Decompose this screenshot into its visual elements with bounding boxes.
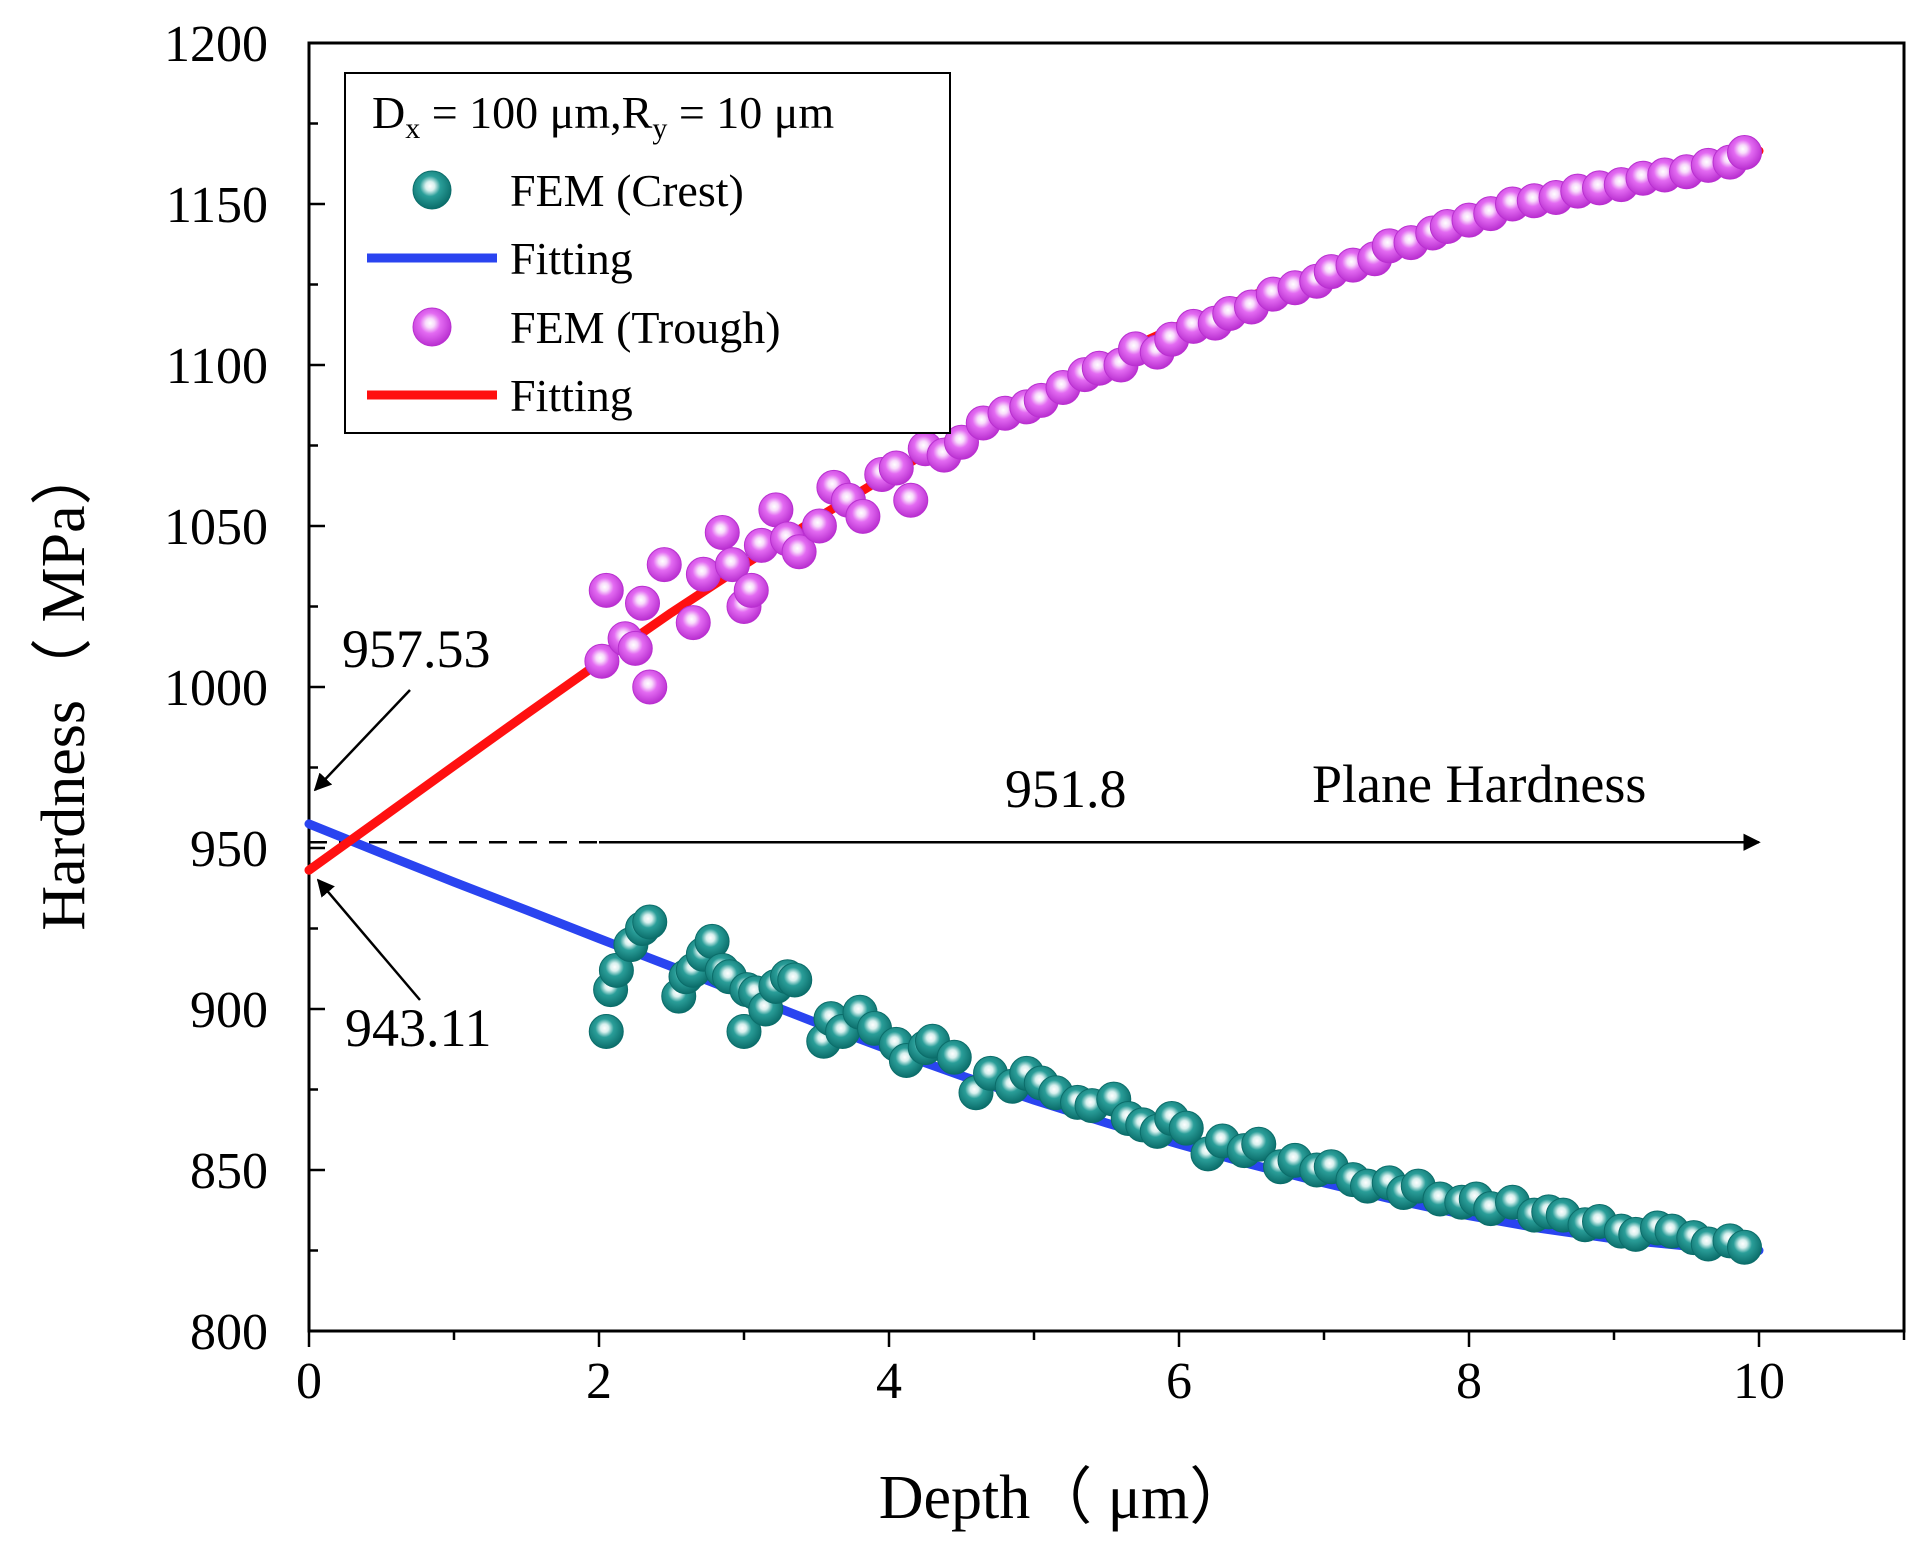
trough-data-point <box>714 547 750 583</box>
trough-data-point <box>632 669 668 705</box>
annotation-plane-hardness: Plane Hardness <box>1312 754 1646 814</box>
trough-data-point <box>1727 134 1762 170</box>
x-tick-label: 0 <box>296 1353 322 1410</box>
annotation-957-53-arrow <box>313 689 411 792</box>
legend-title-end: = 10 μm <box>667 87 834 138</box>
crest-data-point <box>777 962 813 998</box>
legend-label-trough: FEM (Trough) <box>510 302 781 353</box>
legend-box <box>344 72 951 434</box>
annotation-957-53: 957.53 <box>342 619 491 679</box>
trough-data-point <box>845 498 881 534</box>
legend-title-mid: = 100 μm,R <box>420 87 652 138</box>
trough-data-point <box>646 547 682 583</box>
y-tick-label: 800 <box>190 1304 268 1361</box>
fitting-line-crest <box>304 819 1764 1255</box>
trough-data-point <box>893 482 929 518</box>
x-tick-label: 6 <box>1166 1353 1192 1410</box>
scatter-markers <box>584 134 1762 1265</box>
trough-data-point <box>878 450 914 486</box>
trough-data-point <box>625 585 660 621</box>
annotation-943-11: 943.11 <box>345 998 492 1058</box>
annotation-943-11-arrow <box>316 878 421 1001</box>
trough-data-point <box>781 534 817 570</box>
y-tick-label: 1200 <box>164 16 268 73</box>
y-tick-label: 950 <box>190 821 268 878</box>
legend-marker-trough <box>412 307 452 347</box>
axis-ticks <box>307 41 1906 1347</box>
y-tick-label: 1050 <box>164 499 268 556</box>
crest-data-point <box>726 1014 762 1050</box>
crest-data-point <box>936 1039 972 1075</box>
x-tick-label: 4 <box>876 1353 902 1410</box>
x-axis-label: Depth（ μm） <box>879 1464 1252 1532</box>
y-tick-label: 1150 <box>166 177 268 234</box>
legend-label-fitting-blue: Fitting <box>510 233 633 284</box>
crest-data-point <box>1168 1110 1204 1146</box>
legend-label-fitting-red: Fitting <box>510 370 633 421</box>
legend: Dx = 100 μm,Ry = 10 μm FEM (Crest) Fitti… <box>344 72 951 434</box>
trough-data-point <box>584 643 620 679</box>
y-tick-label: 1000 <box>164 660 268 717</box>
y-tick-label: 1100 <box>166 338 268 395</box>
legend-label-crest: FEM (Crest) <box>510 165 744 216</box>
crest-data-point <box>1727 1229 1762 1265</box>
trough-data-point <box>704 514 740 550</box>
y-tick-label: 900 <box>190 982 268 1039</box>
crest-data-point <box>632 904 668 940</box>
legend-title-r-sub: y <box>652 112 667 145</box>
crest-data-point <box>1241 1126 1277 1162</box>
x-tick-label: 2 <box>586 1353 612 1410</box>
crest-data-point <box>588 1014 624 1050</box>
x-tick-labels: 0 2 4 6 8 10 <box>296 1353 1785 1410</box>
y-tick-label: 850 <box>190 1143 268 1200</box>
legend-marker-crest <box>412 170 452 210</box>
x-tick-label: 10 <box>1733 1353 1785 1410</box>
trough-data-point <box>801 508 837 544</box>
trough-data-point <box>588 572 624 608</box>
legend-title-d-sub: x <box>405 112 420 145</box>
legend-title-d: D <box>372 87 405 138</box>
trough-data-point <box>675 605 711 641</box>
annotation-951-8: 951.8 <box>1005 759 1127 819</box>
trough-data-point <box>733 572 769 608</box>
y-axis-label: Hardness（ MPa） <box>30 443 98 930</box>
legend-title: Dx = 100 μm,Ry = 10 μm <box>372 87 834 145</box>
x-tick-label: 8 <box>1456 1353 1482 1410</box>
trough-data-point <box>617 630 653 666</box>
y-tick-labels: 800 850 900 950 1000 1050 1100 1150 1200 <box>164 16 268 1361</box>
